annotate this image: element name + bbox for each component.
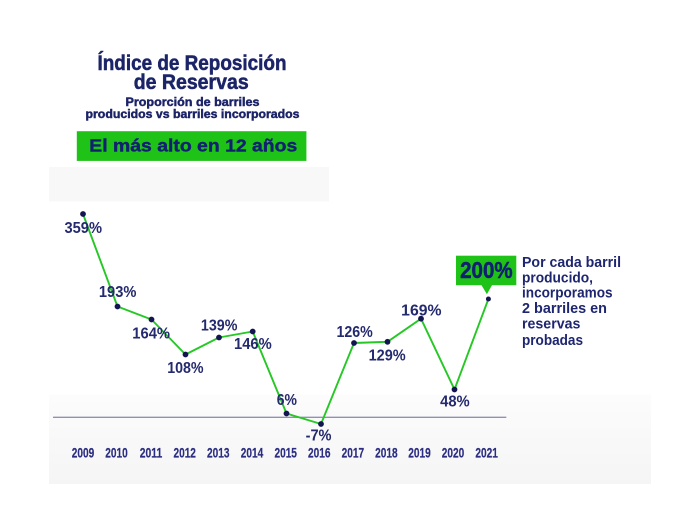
svg-text:2013: 2013 xyxy=(207,446,230,461)
svg-text:146%: 146% xyxy=(234,336,272,353)
svg-text:producidos vs barriles incorpo: producidos vs barriles incorporados xyxy=(86,107,300,121)
svg-text:2018: 2018 xyxy=(375,446,398,461)
svg-text:de Reservas: de Reservas xyxy=(134,71,249,94)
svg-text:2021: 2021 xyxy=(475,446,498,461)
svg-text:Índice de Reposición: Índice de Reposición xyxy=(98,52,287,75)
svg-text:164%: 164% xyxy=(132,326,170,343)
svg-text:2009: 2009 xyxy=(72,446,95,461)
svg-text:probadas: probadas xyxy=(522,332,583,349)
svg-text:Por cada barril: Por cada barril xyxy=(522,254,621,271)
svg-text:200%: 200% xyxy=(460,257,513,283)
svg-text:El más alto en 12 años: El más alto en 12 años xyxy=(89,136,297,156)
svg-text:2019: 2019 xyxy=(408,446,431,461)
svg-text:reservas: reservas xyxy=(522,316,580,333)
svg-text:2012: 2012 xyxy=(173,446,196,461)
svg-text:2014: 2014 xyxy=(241,446,264,461)
svg-text:129%: 129% xyxy=(369,347,406,364)
svg-text:incorporamos: incorporamos xyxy=(522,285,613,302)
svg-text:48%: 48% xyxy=(440,393,470,410)
svg-text:2020: 2020 xyxy=(442,446,465,461)
svg-text:2 barriles en: 2 barriles en xyxy=(522,300,607,317)
svg-text:2011: 2011 xyxy=(140,446,163,461)
svg-text:359%: 359% xyxy=(65,220,103,237)
svg-text:2015: 2015 xyxy=(274,446,297,461)
svg-text:producido,: producido, xyxy=(522,269,593,286)
svg-text:6%: 6% xyxy=(277,392,297,409)
svg-text:2010: 2010 xyxy=(105,446,128,461)
svg-text:Proporción de barriles: Proporción de barriles xyxy=(126,95,260,109)
svg-text:2017: 2017 xyxy=(342,446,365,461)
svg-text:108%: 108% xyxy=(167,360,204,377)
svg-text:139%: 139% xyxy=(201,318,238,335)
svg-text:193%: 193% xyxy=(99,284,137,301)
svg-text:2016: 2016 xyxy=(308,446,331,461)
svg-text:-7%: -7% xyxy=(306,428,332,445)
svg-text:169%: 169% xyxy=(401,302,442,319)
svg-text:126%: 126% xyxy=(337,324,374,341)
